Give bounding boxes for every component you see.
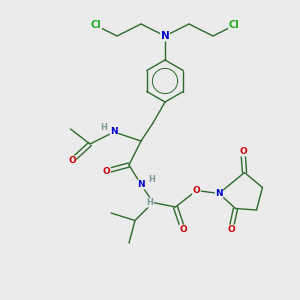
Text: O: O: [68, 156, 76, 165]
Text: H: H: [147, 198, 153, 207]
Text: Cl: Cl: [229, 20, 239, 31]
Text: O: O: [103, 167, 110, 176]
Text: H: H: [148, 176, 155, 184]
Text: N: N: [215, 189, 223, 198]
Text: Cl: Cl: [91, 20, 101, 31]
Text: O: O: [239, 147, 247, 156]
Text: N: N: [110, 128, 118, 136]
Text: N: N: [137, 180, 145, 189]
Text: H: H: [100, 123, 107, 132]
Text: O: O: [179, 225, 187, 234]
Text: O: O: [227, 225, 235, 234]
Text: N: N: [160, 31, 169, 41]
Text: O: O: [193, 186, 200, 195]
